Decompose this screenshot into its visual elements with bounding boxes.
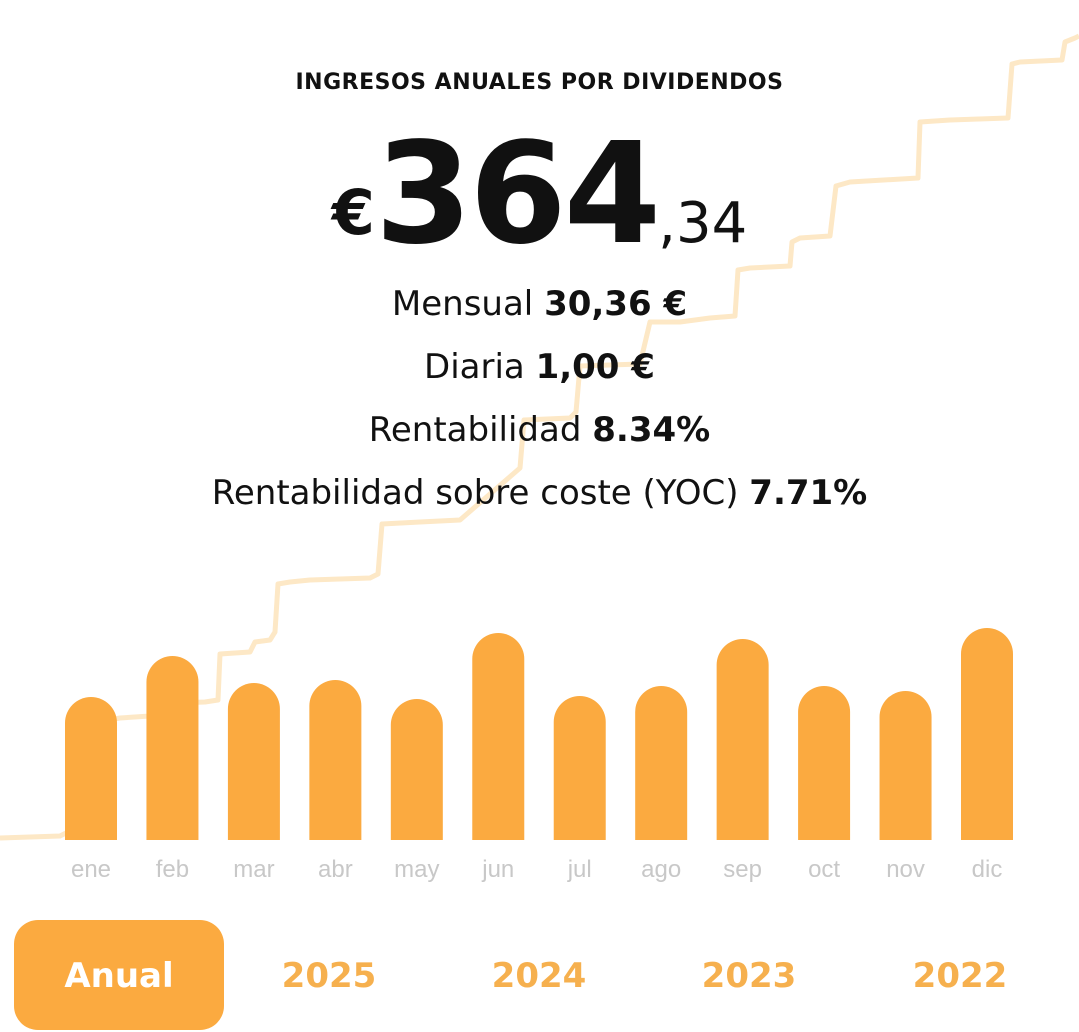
bar-jul[interactable] (553, 696, 606, 840)
month-label-jun: jun (481, 856, 514, 883)
tab-period-4[interactable]: 2023 (701, 956, 797, 996)
stat-daily-value: 1,00 € (535, 347, 655, 387)
stat-daily-label: Diaria (424, 347, 525, 387)
tab-period-3[interactable]: 2024 (491, 956, 587, 996)
stat-yoc-label: Rentabilidad sobre coste (YOC) (211, 473, 739, 513)
bar-jun[interactable] (472, 633, 525, 840)
tab-period-5[interactable]: 2022 (912, 956, 1008, 996)
month-label-may: may (394, 856, 439, 883)
stat-monthly: Mensual 30,36 € (0, 282, 1079, 345)
bar-mar[interactable] (227, 683, 280, 840)
bar-sep[interactable] (716, 639, 769, 840)
stat-monthly-value: 30,36 € (544, 284, 688, 324)
tab-period-2[interactable]: 2025 (281, 956, 377, 996)
month-label-abr: abr (318, 856, 353, 883)
month-label-dic: dic (972, 856, 1003, 883)
monthly-bar-chart: ene feb mar abr may jun jul ago sep oct nov dic (65, 628, 1013, 883)
period-tabs: Anual 2025 2024 2023 2022 (0, 920, 1079, 1030)
stat-yoc-value: 7.71% (749, 473, 868, 513)
month-label-feb: feb (156, 856, 189, 883)
bar-ene[interactable] (65, 697, 117, 840)
bar-abr[interactable] (309, 680, 362, 840)
bar-feb[interactable] (146, 656, 199, 840)
month-label-oct: oct (808, 856, 840, 883)
month-label-ene: ene (71, 856, 111, 883)
bar-may[interactable] (390, 699, 443, 840)
stat-yield-value: 8.34% (592, 410, 711, 450)
stat-daily: Diaria 1,00 € (0, 345, 1079, 408)
stat-yoc: Rentabilidad sobre coste (YOC) 7.71% (0, 471, 1079, 534)
bar-dic[interactable] (961, 628, 1013, 840)
annual-income-amount: €364,34 (0, 125, 1079, 265)
month-label-mar: mar (233, 856, 274, 883)
bar-nov[interactable] (879, 691, 932, 840)
stat-monthly-label: Mensual (391, 284, 534, 324)
stat-yield: Rentabilidad 8.34% (0, 408, 1079, 471)
stat-yield-label: Rentabilidad (368, 410, 582, 450)
month-label-nov: nov (886, 856, 925, 883)
amount-integer: 364 (374, 113, 661, 276)
chart-title: INGRESOS ANUALES POR DIVIDENDOS (295, 70, 784, 95)
amount-decimals: ,34 (658, 191, 748, 256)
tab-period-1[interactable]: Anual (14, 920, 224, 1030)
month-label-sep: sep (723, 856, 762, 883)
bar-oct[interactable] (798, 686, 851, 840)
bar-ago[interactable] (635, 686, 688, 840)
month-label-ago: ago (641, 856, 681, 883)
month-label-jul: jul (567, 856, 592, 883)
currency-symbol: € (331, 176, 375, 249)
income-stats: Mensual 30,36 € Diaria 1,00 € Rentabilid… (0, 282, 1079, 534)
